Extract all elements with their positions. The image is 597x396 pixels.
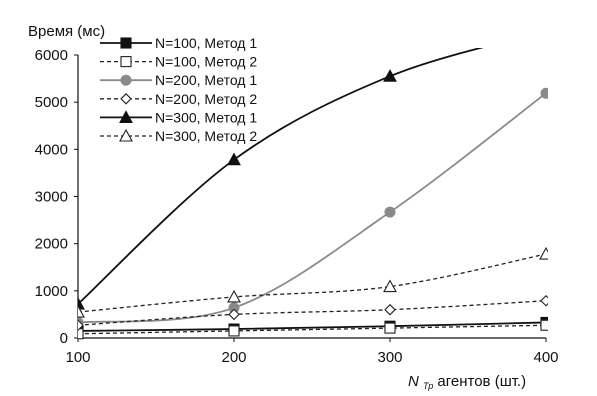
y-tick-label: 5000 bbox=[35, 94, 68, 111]
legend-item: N=200, Метод 2 bbox=[100, 91, 257, 107]
legend-marker bbox=[120, 93, 132, 105]
data-point bbox=[540, 87, 548, 99]
data-point bbox=[228, 325, 240, 337]
legend-item: N=100, Метод 1 bbox=[100, 35, 257, 51]
data-point bbox=[228, 308, 240, 321]
series-line bbox=[78, 92, 547, 324]
y-tick-label: 1000 bbox=[35, 283, 68, 300]
axes-group bbox=[77, 55, 546, 339]
legend-label: N=300, Метод 2 bbox=[155, 128, 257, 144]
data-point bbox=[383, 279, 397, 293]
legend-marker bbox=[119, 128, 133, 142]
x-ticks-group: 100 200 300 400 bbox=[65, 338, 559, 366]
data-point bbox=[78, 304, 85, 318]
legend-item: N=200, Метод 1 bbox=[100, 72, 257, 88]
legend: N=100, Метод 1 N=100, Метод 2 N=200, Метод… bbox=[100, 35, 257, 144]
data-point bbox=[540, 319, 548, 331]
x-axis-title-subscript: Тр bbox=[423, 381, 433, 391]
series-5 bbox=[78, 48, 484, 310]
y-ticks-group: 0 1000 2000 3000 4000 5000 6000 bbox=[35, 47, 78, 347]
legend-label: N=100, Метод 1 bbox=[155, 35, 257, 51]
x-axis-title: N Тр агентов (шт.) bbox=[408, 373, 526, 393]
x-axis-title-rest: агентов (шт.) bbox=[437, 373, 526, 390]
series-4 bbox=[78, 294, 548, 332]
legend-item: N=300, Метод 1 bbox=[100, 109, 257, 125]
data-point bbox=[78, 328, 84, 340]
legend-label: N=200, Метод 1 bbox=[155, 72, 257, 88]
series-6 bbox=[78, 246, 548, 318]
data-point bbox=[78, 319, 84, 332]
legend-marker bbox=[120, 37, 132, 49]
legend-marker bbox=[120, 74, 132, 86]
y-axis-title: Время (мс) bbox=[28, 23, 105, 40]
legend-marker bbox=[119, 110, 133, 123]
series-line bbox=[78, 48, 484, 305]
legend-item: N=300, Метод 2 bbox=[100, 128, 257, 144]
data-point bbox=[78, 296, 85, 310]
legend-marker bbox=[120, 56, 132, 68]
y-tick-label: 6000 bbox=[35, 47, 68, 64]
data-point bbox=[384, 303, 396, 316]
legend-label: N=100, Метод 2 bbox=[155, 54, 257, 70]
legend-label: N=300, Метод 1 bbox=[155, 109, 257, 125]
series-line bbox=[78, 300, 547, 326]
data-point bbox=[384, 322, 396, 334]
data-point bbox=[539, 246, 548, 260]
series-3 bbox=[78, 87, 548, 328]
legend-label: N=200, Метод 2 bbox=[155, 91, 257, 107]
x-tick-label: 400 bbox=[533, 349, 558, 366]
y-tick-label: 3000 bbox=[35, 189, 68, 206]
y-tick-label: 4000 bbox=[35, 141, 68, 158]
data-point bbox=[227, 289, 241, 303]
y-tick-label: 0 bbox=[60, 330, 68, 347]
series-2 bbox=[78, 319, 548, 340]
data-point bbox=[383, 69, 397, 82]
x-axis-title-italic: N bbox=[408, 373, 419, 390]
legend-item: N=100, Метод 2 bbox=[100, 54, 257, 70]
x-tick-label: 200 bbox=[221, 349, 246, 366]
series-layer bbox=[78, 48, 548, 340]
x-tick-label: 100 bbox=[65, 349, 90, 366]
data-point bbox=[227, 152, 241, 166]
y-tick-label: 2000 bbox=[35, 236, 68, 253]
x-tick-label: 300 bbox=[377, 349, 402, 366]
series-line bbox=[78, 324, 547, 335]
data-point bbox=[384, 206, 396, 218]
data-point bbox=[540, 294, 548, 307]
series-line bbox=[78, 321, 547, 332]
series-line bbox=[78, 253, 547, 313]
